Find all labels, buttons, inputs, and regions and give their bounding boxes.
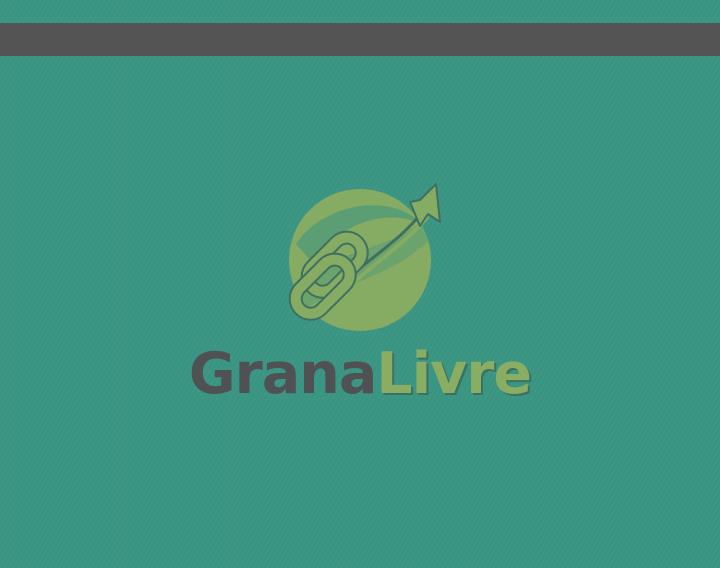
brand-name-part-1: Grana	[188, 341, 377, 407]
top-bar	[0, 23, 720, 56]
brand-wordmark: GranaLivre	[0, 336, 720, 412]
brand-name-part-2: Livre	[376, 341, 532, 407]
logo-icon	[282, 182, 448, 332]
